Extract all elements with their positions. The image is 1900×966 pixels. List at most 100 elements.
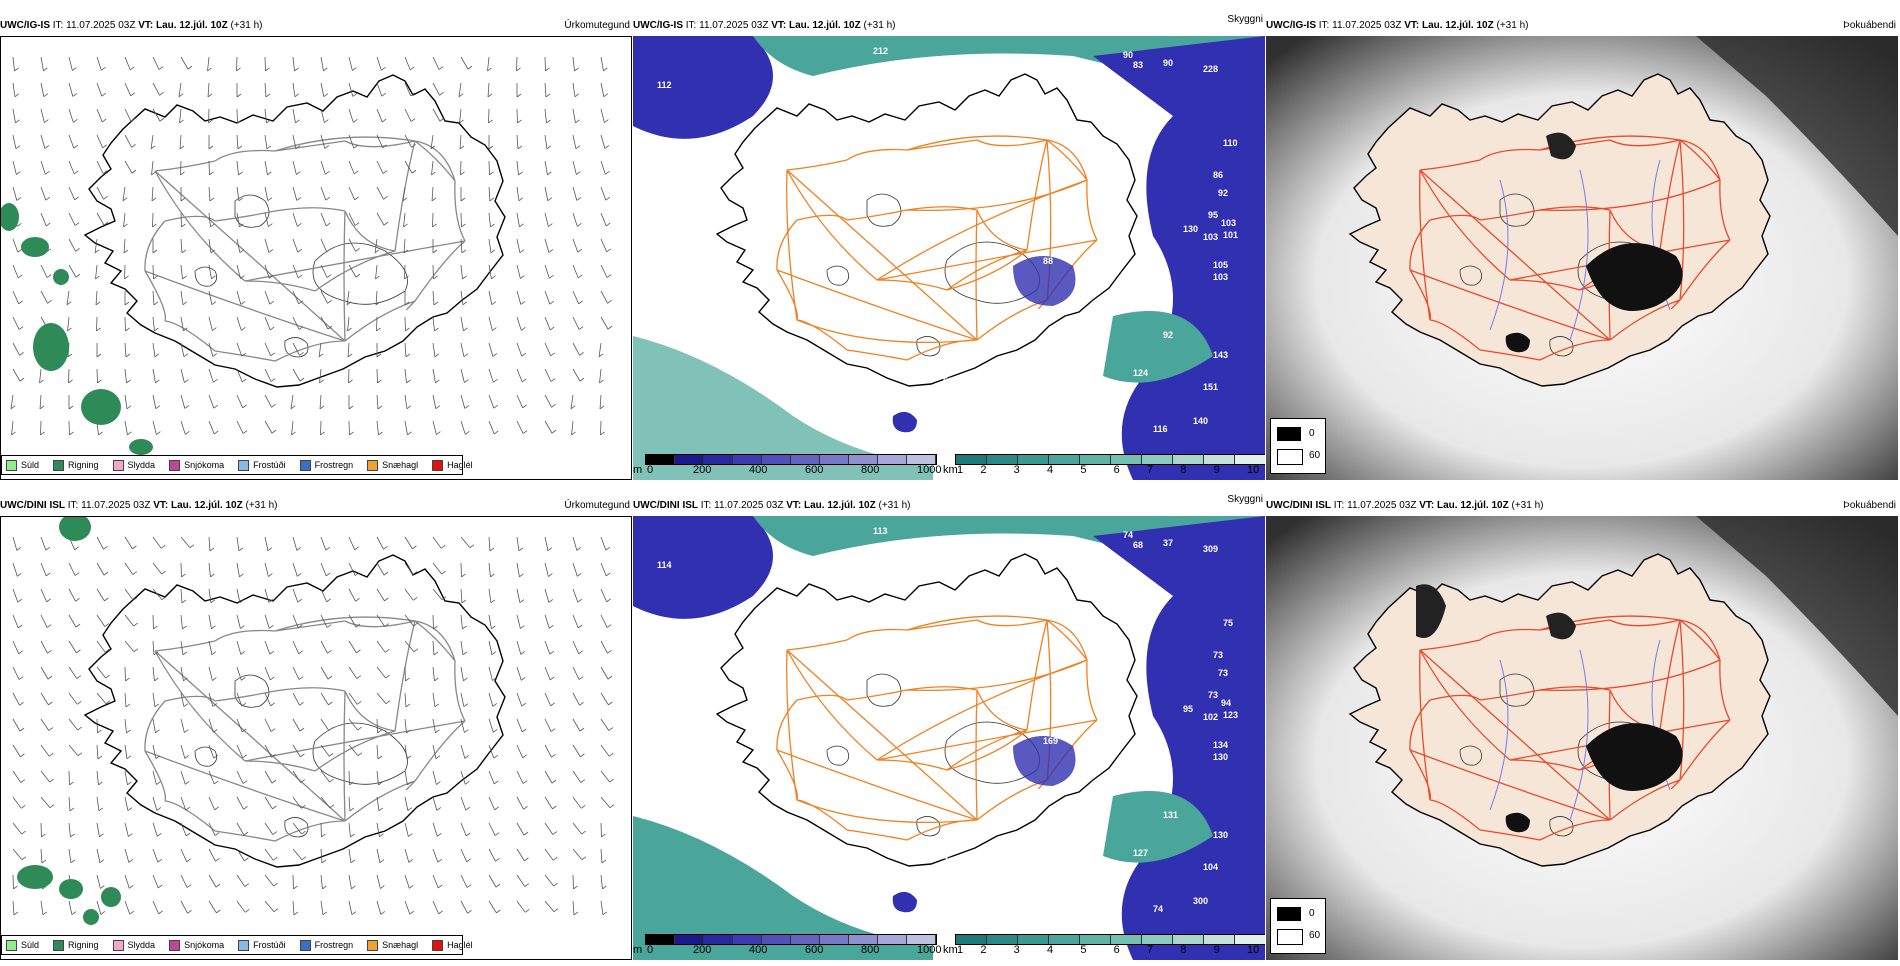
valid-time: Lau. 12.júl. 10Z bbox=[156, 20, 228, 31]
legend-item-7: Haglél bbox=[432, 940, 473, 951]
colorbar-tick: 8 bbox=[1180, 464, 1186, 476]
valid-label: VT: bbox=[771, 20, 786, 31]
model-name: UWC/DINI ISL bbox=[633, 500, 698, 511]
vis-value-label: 105 bbox=[1213, 260, 1228, 270]
vis-value-label: 104 bbox=[1203, 862, 1218, 872]
vis-value-label: 113 bbox=[873, 526, 888, 536]
legend-swatch bbox=[367, 940, 378, 951]
colorbar-swatches bbox=[645, 934, 937, 945]
vis-value-label: 75 bbox=[1223, 618, 1233, 628]
rain-area bbox=[1, 203, 19, 231]
rain-area bbox=[129, 439, 153, 455]
offset: (+31 h) bbox=[1497, 20, 1529, 31]
colorbar-tick: 800 bbox=[861, 944, 879, 956]
valid-time: Lau. 12.júl. 10Z bbox=[1422, 20, 1494, 31]
vis-value-label: 130 bbox=[1183, 224, 1198, 234]
colorbar-tick: 10 bbox=[1247, 464, 1259, 476]
colorbar-tick: 7 bbox=[1147, 464, 1153, 476]
colorbar-tick: 400 bbox=[749, 944, 767, 956]
colorbar-unit: km bbox=[943, 944, 958, 956]
fog-legend-black-swatch bbox=[1277, 907, 1301, 921]
legend-swatch bbox=[432, 940, 443, 951]
panel-vis-top: UWC/IG-IS IT: 11.07.2025 03Z VT: Lau. 12… bbox=[633, 16, 1265, 486]
panel-title: Skyggni bbox=[1227, 490, 1263, 510]
legend-item-3: Snjókoma bbox=[169, 460, 224, 471]
rain-area bbox=[59, 879, 83, 899]
colorbar-tick: 0 bbox=[647, 464, 653, 476]
fog-legend-black-label: 0 bbox=[1309, 428, 1315, 439]
legend-label: Frostregn bbox=[315, 460, 354, 470]
fog-legend: 0 60 bbox=[1270, 418, 1326, 474]
vis-value-label: 212 bbox=[873, 46, 888, 56]
vis-value-label: 128 bbox=[1063, 412, 1078, 422]
colorbar-tick: 600 bbox=[805, 944, 823, 956]
colorbar-tick: 8 bbox=[1180, 944, 1186, 956]
vis-value-label: 86 bbox=[1213, 170, 1223, 180]
vis-value-label: 110 bbox=[1223, 138, 1238, 148]
colorbar-tick: 1000 bbox=[917, 944, 941, 956]
issue-label: IT: bbox=[68, 500, 79, 511]
colorbar-tick: 1000 bbox=[917, 464, 941, 476]
iceland-outline bbox=[85, 555, 505, 867]
rain-area bbox=[21, 237, 49, 257]
colorbar-tick: 6 bbox=[1114, 944, 1120, 956]
colorbar-tick: 800 bbox=[861, 464, 879, 476]
colorbar-tick: 4 bbox=[1047, 944, 1053, 956]
legend-item-5: Frostregn bbox=[300, 940, 354, 951]
vis-value-label: 88 bbox=[1043, 256, 1053, 266]
legend-swatch bbox=[238, 940, 249, 951]
vis-value-label: 169 bbox=[1043, 736, 1058, 746]
fog-map-svg bbox=[1266, 36, 1898, 480]
vis-value-label: 127 bbox=[1133, 848, 1148, 858]
colorbar-tick: 4 bbox=[1047, 464, 1053, 476]
issue-label: IT: bbox=[686, 20, 697, 31]
legend-label: Frostregn bbox=[315, 940, 354, 950]
panel-title: Úrkomutegund bbox=[564, 16, 630, 36]
legend-label: Súld bbox=[21, 940, 39, 950]
vis-value-label: 103 bbox=[968, 536, 983, 546]
colorbar-tick: 5 bbox=[1080, 944, 1086, 956]
vis-value-label: 143 bbox=[1213, 350, 1228, 360]
vis-value-label: 90 bbox=[1163, 58, 1173, 68]
model-name: UWC/IG-IS bbox=[1266, 20, 1316, 31]
legend-item-6: Snæhagl bbox=[367, 460, 418, 471]
fog-legend-black-swatch bbox=[1277, 427, 1301, 441]
legend-label: Snæhagl bbox=[382, 460, 418, 470]
rain-area bbox=[53, 269, 69, 285]
vis-value-label: 114 bbox=[657, 560, 672, 570]
legend-label: Snjókoma bbox=[184, 460, 224, 470]
legend-label: Haglél bbox=[447, 460, 473, 470]
legend-item-2: Slydda bbox=[113, 940, 156, 951]
vis-value-label: 90 bbox=[1123, 50, 1133, 60]
panel-header: UWC/IG-IS IT: 11.07.2025 03Z VT: Lau. 12… bbox=[633, 16, 1265, 36]
colorbar-unit: km bbox=[943, 464, 958, 476]
legend-label: Haglél bbox=[447, 940, 473, 950]
fog-map-svg bbox=[1266, 516, 1898, 960]
panel-header: UWC/DINI ISL IT: 11.07.2025 03Z VT: Lau.… bbox=[1266, 496, 1898, 516]
legend-item-1: Rigning bbox=[53, 460, 99, 471]
vis-value-label: 94 bbox=[1221, 698, 1231, 708]
colorbar-tick: 5 bbox=[1080, 464, 1086, 476]
valid-label: VT: bbox=[786, 500, 801, 511]
colorbar-tick: 0 bbox=[647, 944, 653, 956]
vis-value-label: 59 bbox=[943, 376, 953, 386]
legend-item-2: Slydda bbox=[113, 460, 156, 471]
colorbar-tick: 9 bbox=[1214, 944, 1220, 956]
vis-value-label: 300 bbox=[1193, 896, 1208, 906]
vis-value-label: 73 bbox=[1218, 668, 1228, 678]
offset: (+31 h) bbox=[879, 500, 911, 511]
rain-area bbox=[33, 323, 69, 371]
vis-value-label: 73 bbox=[1213, 650, 1223, 660]
panel-title: Þokuábendi bbox=[1843, 16, 1896, 36]
offset: (+31 h) bbox=[1512, 500, 1544, 511]
vis-value-label: 154 bbox=[853, 548, 868, 558]
colorbar-tick: 200 bbox=[693, 944, 711, 956]
valid-time: Lau. 12.júl. 10Z bbox=[1437, 500, 1509, 511]
legend-swatch bbox=[300, 460, 311, 471]
legend-item-0: Súld bbox=[6, 460, 39, 471]
vis-value-label: 130 bbox=[1213, 830, 1228, 840]
